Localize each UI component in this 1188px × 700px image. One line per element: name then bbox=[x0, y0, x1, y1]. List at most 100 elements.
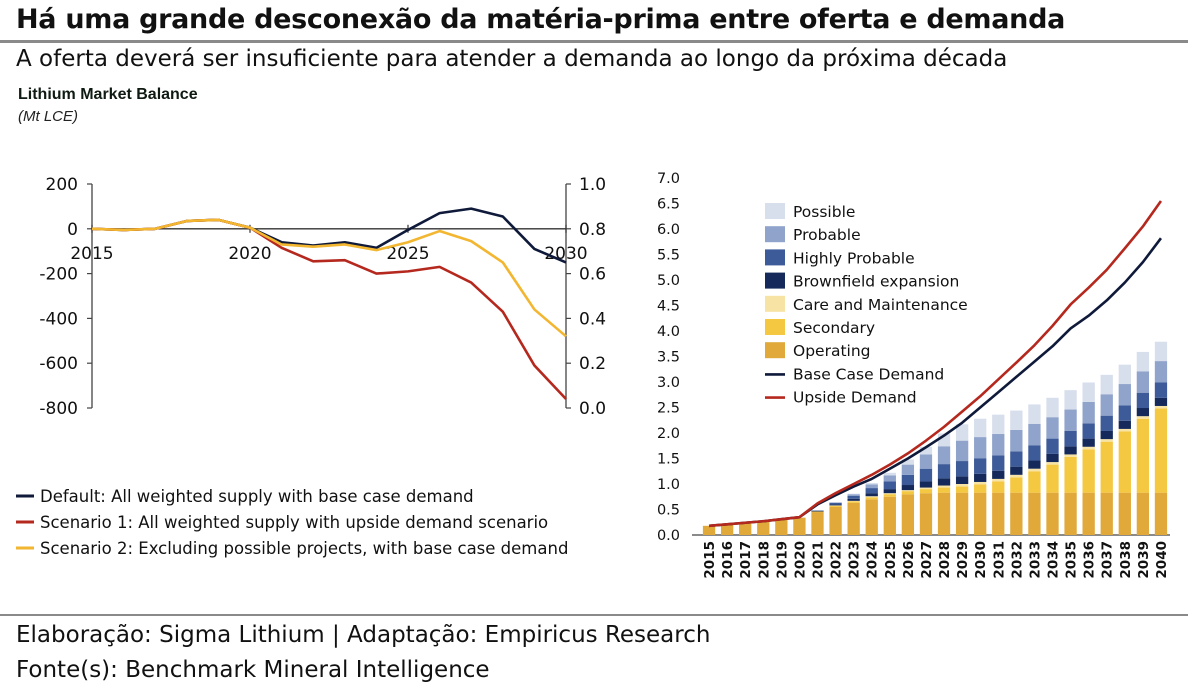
bar-segment-probable bbox=[1118, 384, 1131, 406]
bar-segment-care bbox=[1118, 428, 1131, 432]
bar-segment-possible bbox=[1100, 374, 1113, 395]
bar-segment-operating bbox=[974, 492, 987, 535]
bar-y-tick-label: 6.0 bbox=[657, 222, 680, 238]
bar-y-tick-label: 1.5 bbox=[657, 452, 680, 468]
bar-y-tick-label: 2.0 bbox=[657, 426, 680, 442]
bar-segment-highly_probable bbox=[992, 455, 1005, 471]
bar-y-tick-label: 6.5 bbox=[657, 197, 680, 213]
bar-segment-care bbox=[1100, 439, 1113, 442]
bar-segment-brownfield bbox=[1100, 430, 1113, 440]
bar-legend-label-highly_probable: Highly Probable bbox=[793, 249, 915, 267]
bar-segment-probable bbox=[865, 484, 878, 489]
bar-segment-secondary bbox=[1064, 456, 1077, 493]
bar-segment-secondary bbox=[1100, 441, 1113, 493]
right-y-tick-label: 0.4 bbox=[579, 309, 606, 329]
bar-segment-secondary bbox=[1046, 464, 1059, 493]
page-title: Há uma grande desconexão da matéria-prim… bbox=[16, 4, 1066, 35]
bar-x-tick-label: 2021 bbox=[811, 541, 827, 579]
bar-segment-operating bbox=[793, 517, 806, 535]
bar-segment-probable bbox=[919, 454, 933, 469]
bar-segment-highly_probable bbox=[1028, 445, 1041, 461]
bar-y-tick-label: 1.0 bbox=[657, 477, 680, 493]
bar-segment-operating bbox=[901, 494, 915, 535]
bar-segment-operating bbox=[1136, 492, 1150, 535]
bar-segment-probable bbox=[1100, 394, 1113, 416]
bar-segment-brownfield bbox=[1064, 446, 1077, 455]
bar-x-tick-label: 2017 bbox=[738, 541, 754, 579]
right-y-tick-label: 0.0 bbox=[579, 399, 606, 419]
bar-segment-highly_probable bbox=[1136, 392, 1150, 409]
bar-x-tick-label: 2040 bbox=[1154, 541, 1170, 579]
bar-segment-care bbox=[901, 490, 915, 492]
demand-line-upside_demand bbox=[708, 200, 1163, 528]
bar-segment-brownfield bbox=[992, 470, 1005, 479]
bar-segment-brownfield bbox=[811, 511, 824, 512]
bar-segment-operating bbox=[955, 492, 969, 535]
bar-segment-possible bbox=[992, 414, 1005, 435]
bar-segment-care bbox=[1154, 405, 1168, 409]
bar-segment-care bbox=[1136, 416, 1150, 419]
bar-legend-label-probable: Probable bbox=[793, 226, 861, 244]
bar-segment-probable bbox=[883, 475, 896, 482]
bar-segment-probable bbox=[955, 440, 969, 462]
bar-segment-highly_probable bbox=[1082, 423, 1095, 439]
bar-segment-possible bbox=[1064, 390, 1077, 410]
footer-source: Fonte(s): Benchmark Mineral Intelligence bbox=[16, 657, 490, 683]
bar-segment-operating bbox=[1064, 492, 1077, 535]
bar-segment-highly_probable bbox=[829, 502, 842, 505]
bar-segment-highly_probable bbox=[901, 474, 915, 486]
bar-segment-probable bbox=[901, 464, 915, 475]
bar-segment-possible bbox=[883, 472, 896, 476]
bar-segment-secondary bbox=[1154, 408, 1168, 493]
bar-segment-highly_probable bbox=[937, 464, 951, 479]
bar-legend-label-base_demand: Base Case Demand bbox=[793, 365, 944, 383]
x-tick-label: 2025 bbox=[386, 244, 429, 264]
bar-segment-probable bbox=[1010, 429, 1023, 452]
bar-legend-swatch-brownfield bbox=[765, 272, 785, 289]
bar-segment-care bbox=[1046, 462, 1059, 465]
left-y-tick-label: -200 bbox=[39, 265, 78, 285]
bar-segment-probable bbox=[829, 502, 842, 503]
bar-segment-operating bbox=[829, 506, 842, 535]
bar-x-tick-label: 2035 bbox=[1064, 541, 1080, 579]
bar-segment-operating bbox=[919, 493, 933, 535]
bar-y-tick-label: 3.0 bbox=[657, 375, 680, 391]
bar-segment-care bbox=[919, 487, 933, 490]
bar-segment-care bbox=[1064, 454, 1077, 457]
bar-y-tick-label: 4.5 bbox=[657, 299, 680, 315]
chart-title: Lithium Market Balance bbox=[18, 86, 198, 103]
bar-segment-operating bbox=[739, 522, 752, 535]
bar-segment-possible bbox=[1010, 410, 1023, 430]
bar-segment-brownfield bbox=[901, 485, 915, 491]
bar-segment-operating bbox=[1046, 492, 1059, 535]
right-y-tick-label: 0.2 bbox=[579, 354, 606, 374]
bar-x-tick-label: 2018 bbox=[756, 541, 772, 579]
bar-segment-care bbox=[829, 505, 842, 506]
bar-x-tick-label: 2038 bbox=[1118, 541, 1134, 579]
bar-segment-possible bbox=[1028, 404, 1041, 424]
bar-segment-care bbox=[992, 478, 1005, 482]
bar-x-tick-label: 2019 bbox=[774, 541, 790, 579]
bar-segment-highly_probable bbox=[1100, 415, 1113, 431]
bar-x-tick-label: 2032 bbox=[1009, 541, 1025, 579]
bar-segment-highly_probable bbox=[1010, 451, 1023, 467]
bar-segment-highly_probable bbox=[847, 495, 860, 499]
page-subtitle: A oferta deverá ser insuficiente para at… bbox=[16, 46, 1008, 72]
bar-y-tick-label: 5.5 bbox=[657, 248, 680, 264]
bar-x-tick-label: 2023 bbox=[847, 541, 863, 579]
bar-segment-brownfield bbox=[974, 473, 987, 482]
bar-segment-care bbox=[955, 484, 969, 487]
right-y-tick-label: 0.8 bbox=[579, 220, 606, 240]
bar-segment-secondary bbox=[883, 494, 896, 497]
title-divider bbox=[0, 40, 1188, 43]
bar-segment-secondary bbox=[919, 489, 933, 494]
legend-label-scenario1: Scenario 1: All weighted supply with ups… bbox=[40, 513, 548, 532]
left-y-tick-label: -400 bbox=[39, 309, 78, 329]
bar-segment-possible bbox=[955, 424, 969, 441]
x-tick-label: 2015 bbox=[70, 244, 113, 264]
bar-segment-secondary bbox=[1136, 418, 1150, 493]
bar-segment-care bbox=[847, 500, 860, 502]
bar-segment-operating bbox=[883, 496, 896, 535]
bar-segment-brownfield bbox=[1028, 460, 1041, 469]
